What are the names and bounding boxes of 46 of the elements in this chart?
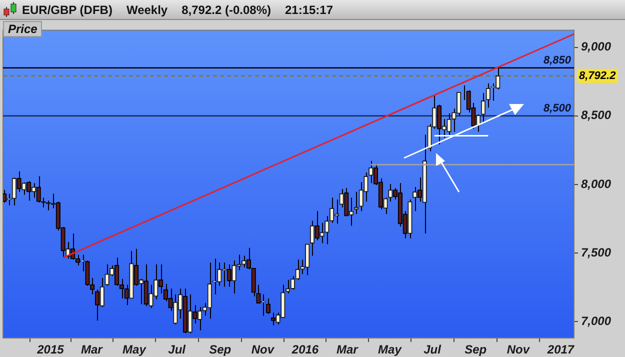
ref-line-label: 8,850: [543, 54, 572, 66]
y-tick-label: 8,500: [581, 108, 612, 122]
candlestick: [266, 298, 271, 314]
candlestick: [46, 200, 51, 211]
candlestick: [226, 264, 232, 288]
text: 21:15:17: [284, 2, 334, 16]
candlestick: [270, 312, 276, 326]
candlestick: [144, 264, 148, 307]
candlestick: [480, 92, 486, 123]
x-tick-label: Mar: [336, 342, 360, 357]
candlestick: [94, 289, 100, 322]
x-tick-label: Sep: [464, 342, 487, 357]
candlestick: [436, 104, 442, 145]
candlestick: [310, 220, 315, 256]
chart-title: EUR/GBP (DFB): [22, 2, 112, 16]
x-tick-label: 2017: [546, 342, 576, 357]
candlestick: [114, 257, 120, 286]
candlestick: [6, 193, 12, 206]
text: 8,792.2 (-0.08%): [182, 2, 271, 16]
x-tick-label: Mar: [80, 342, 104, 357]
candlestick: [314, 210, 320, 241]
x-tick-label: Jul: [424, 342, 442, 357]
y-tick-label: 9,000: [581, 40, 612, 54]
candlestick: [16, 170, 22, 192]
ref-line-label: 8,792.2: [579, 70, 616, 82]
y-tick-label: 7,000: [581, 314, 612, 328]
x-tick-label: 2015: [36, 342, 64, 357]
x-tick-label: Jul: [168, 342, 186, 357]
candlestick: [256, 284, 261, 304]
x-tick-label: Sep: [209, 342, 232, 357]
x-tick-label: 2016: [290, 342, 319, 357]
candlestick: [134, 248, 139, 286]
candlestick: [344, 188, 349, 216]
candlestick: [486, 82, 490, 108]
candlestick: [192, 304, 198, 324]
annotation: Price: [3, 21, 42, 37]
candlestick: [3, 189, 7, 204]
y-tick-label: 7,500: [581, 245, 612, 260]
x-tick-label: Nov: [251, 342, 276, 357]
x-tick-label: May: [378, 342, 403, 357]
x-tick-label: Nov: [506, 342, 531, 357]
x-tick-label: May: [122, 342, 148, 357]
candlestick: [26, 180, 32, 202]
ref-line-label: 8,500: [543, 102, 572, 114]
y-tick-label: 8,000: [581, 176, 612, 191]
chart-subtitle: Weekly: [126, 2, 168, 16]
